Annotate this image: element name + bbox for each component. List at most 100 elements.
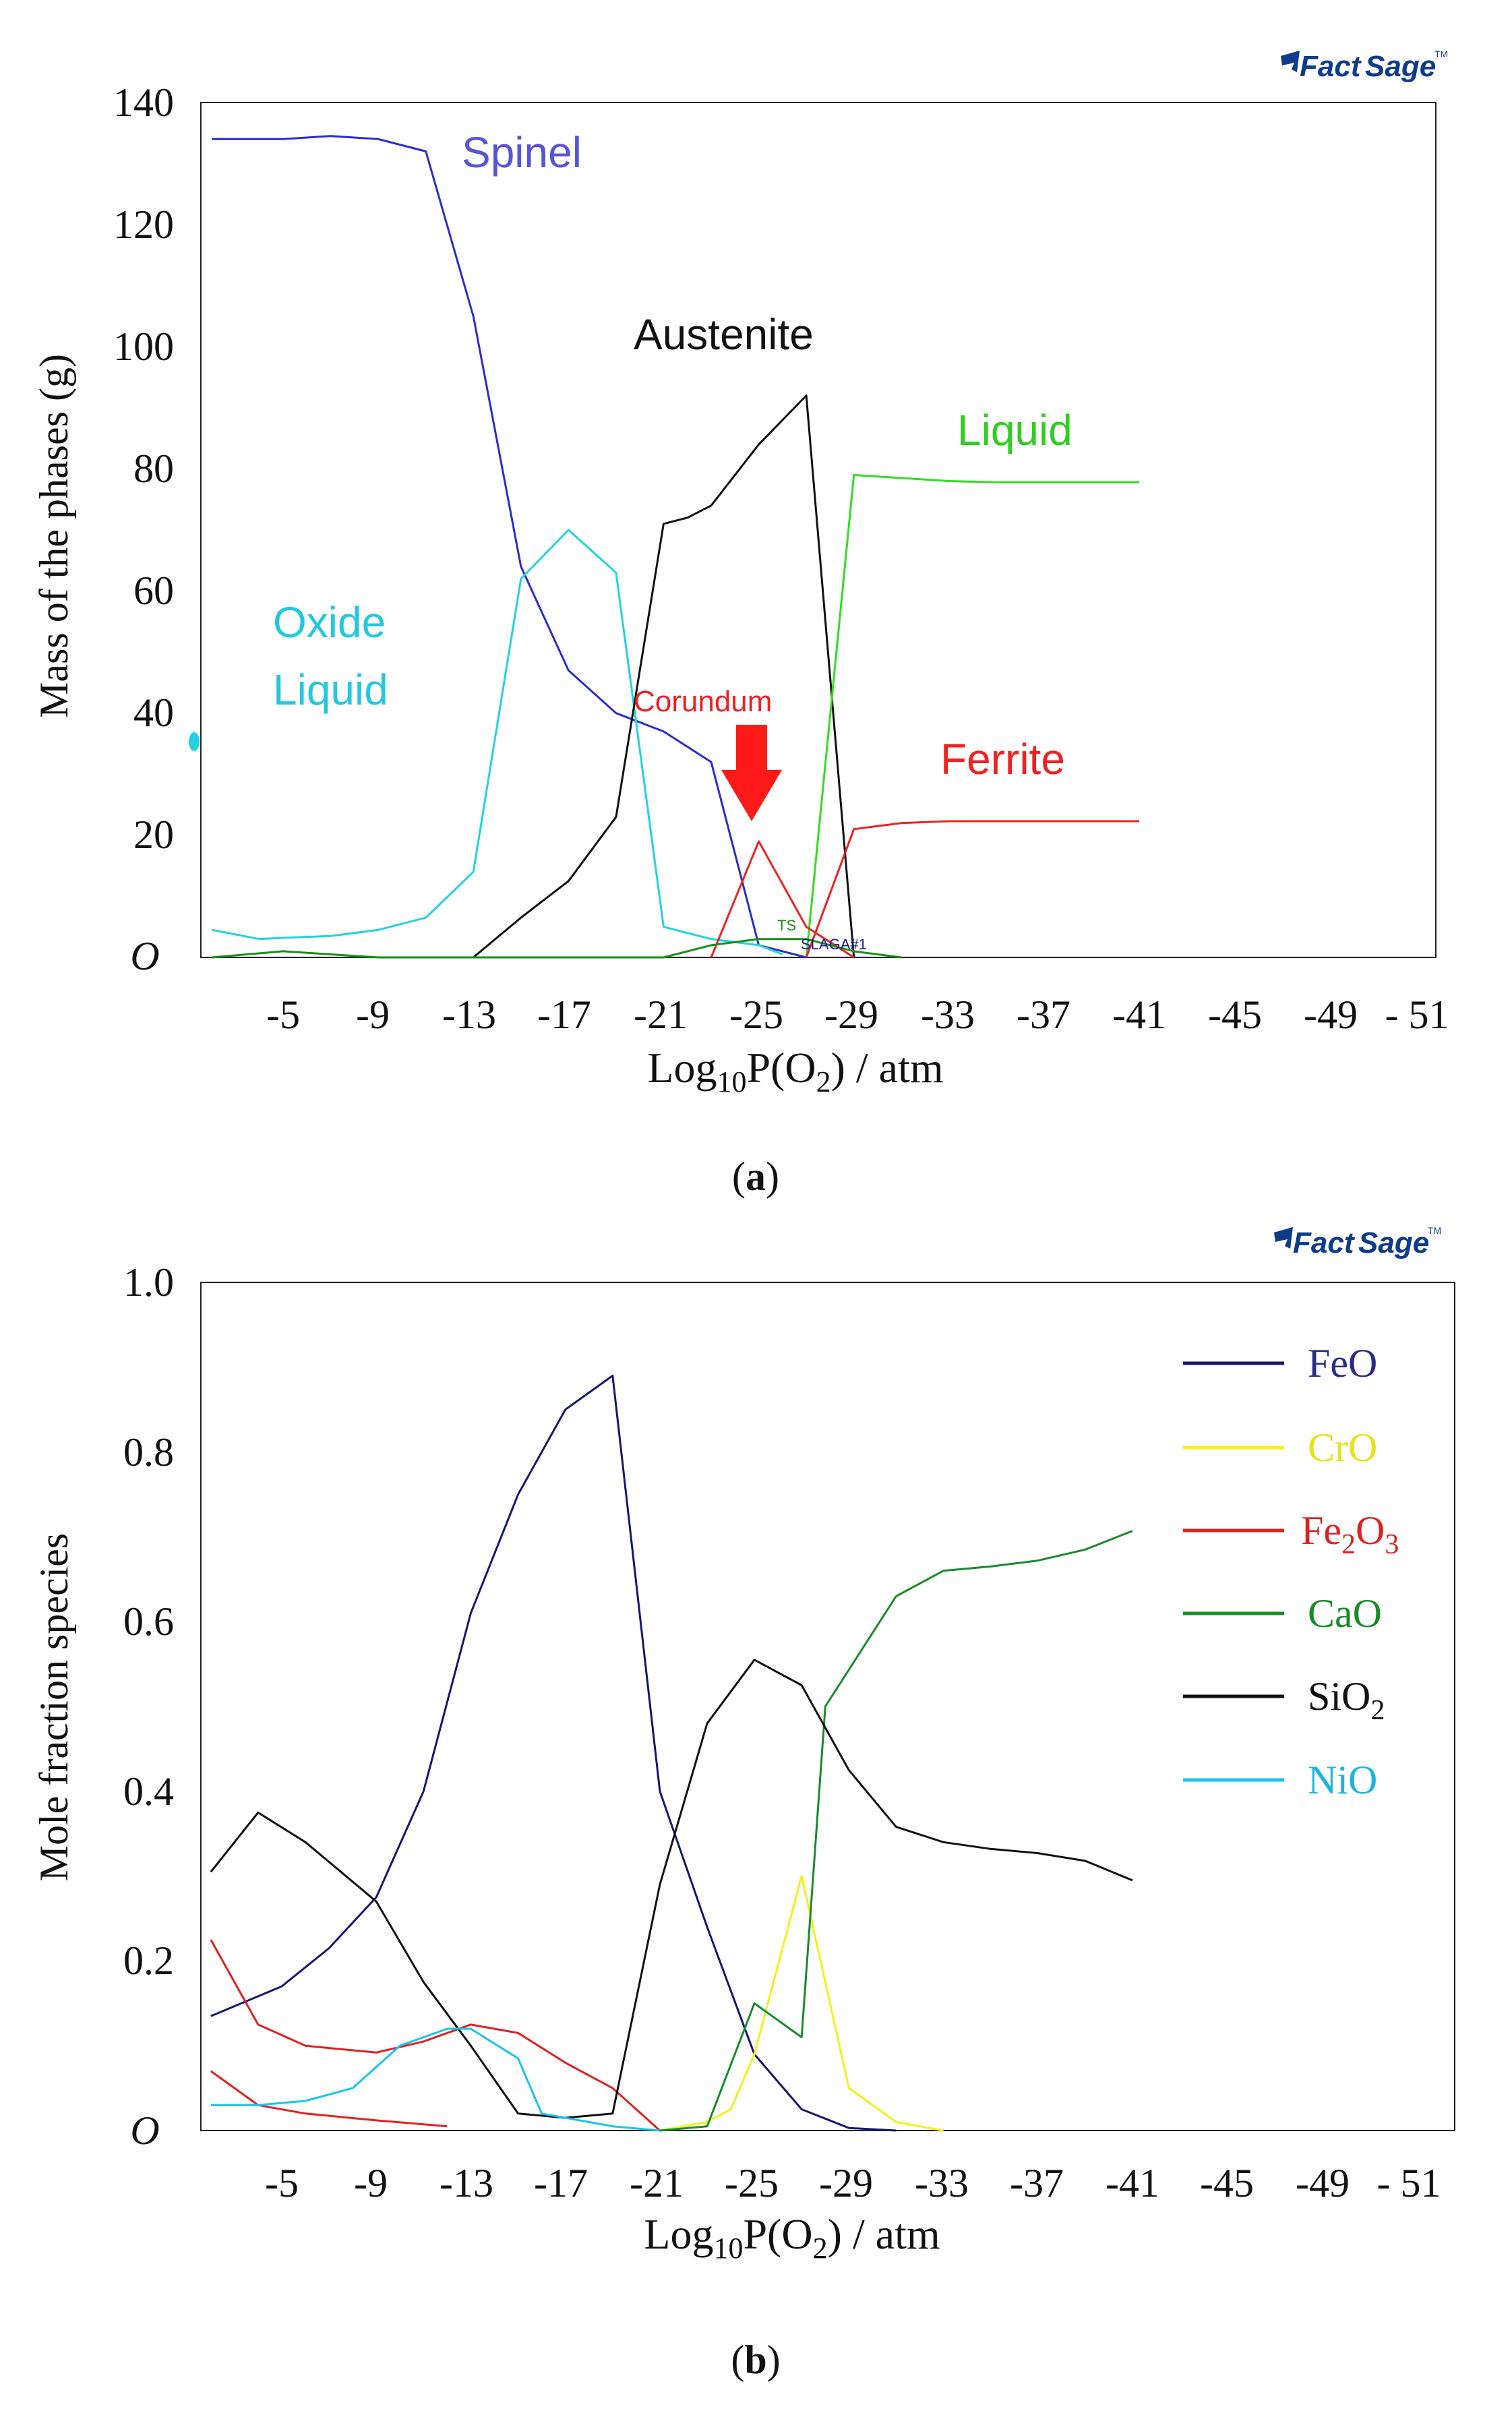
y-tick-label: 60 (133, 568, 174, 613)
x-tick-label: -13 (442, 992, 496, 1037)
legend-label-sio2-sub1: 2 (1370, 1695, 1385, 1726)
legend-label-cro: CrO (1308, 1425, 1377, 1470)
legend-label-cao: CaO (1308, 1591, 1382, 1636)
x-axis-title-sub2: 2 (813, 2232, 828, 2265)
x-tick-label: -25 (725, 2161, 779, 2205)
y-tick-label-zero: O (130, 934, 159, 978)
legend-b: FeO CrO Fe2O3 CaO SiO2 NiO (1183, 1341, 1399, 1802)
plot-frame-a (200, 102, 1437, 958)
x-axis-title-sub: 10 (717, 1065, 746, 1098)
factsage-logo-text-a: Fact (1300, 50, 1362, 83)
x-tick-label: -37 (1010, 2161, 1064, 2205)
legend-label-fe2o3: Fe2O3 (1301, 1508, 1399, 1560)
y-tick-label: 0.8 (123, 1430, 174, 1475)
x-tick-label: - 51 (1377, 2161, 1441, 2205)
x-axis-title-mid: P(O (746, 1044, 816, 1092)
plot-frame-b (200, 1282, 1455, 2131)
x-tick-labels-a: -5 -9 -13 -17 -21 -25 -29 -33 -37 -41 -4… (266, 992, 1449, 1037)
x-tick-label: -17 (537, 992, 591, 1037)
x-tick-label: -5 (266, 992, 300, 1037)
y-tick-label: 0.4 (123, 1769, 174, 1814)
arrow-shaft (736, 725, 767, 772)
factsage-logo-text-b: Sage (1358, 1226, 1429, 1259)
legend-label-nio: NiO (1308, 1758, 1377, 1802)
x-tick-label: -29 (819, 2161, 873, 2205)
series-line-austenite (473, 394, 855, 959)
factsage-logo-tm: TM (1428, 1225, 1441, 1236)
x-tick-label: -41 (1106, 2161, 1159, 2205)
x-tick-label: -13 (440, 2161, 493, 2205)
series-group-a (211, 135, 1139, 959)
factsage-logo-mark-icon (1281, 51, 1300, 72)
y-tick-label: 140 (113, 80, 174, 125)
x-tick-label: -33 (921, 992, 975, 1037)
series-group-b (210, 1374, 1133, 2132)
series-line-cao (659, 1530, 1133, 2132)
series-line-fe2o3-2 (210, 2070, 448, 2128)
series-line-oxide-liquid (211, 529, 783, 955)
annotation-austenite: Austenite (634, 310, 814, 359)
annotation-oxide-liquid: Liquid (273, 665, 388, 714)
x-axis-title-end: ) / atm (828, 2210, 940, 2258)
x-tick-label: -45 (1208, 992, 1262, 1037)
chart-panel-b: Fact Sage TM Mole fraction species 1.0 0… (0, 1207, 1512, 2406)
x-tick-label: -29 (824, 992, 878, 1037)
legend-label-sio2: SiO2 (1308, 1674, 1385, 1726)
arrow-head (721, 770, 782, 821)
y-tick-labels-a: 140 120 100 80 60 40 20 O (113, 80, 174, 978)
factsage-logo-text-b: Sage (1365, 50, 1436, 83)
x-tick-label: -33 (915, 2161, 969, 2205)
factsage-logo-text-a: Fact (1293, 1226, 1356, 1259)
x-tick-label: -9 (354, 2161, 388, 2205)
legend-label-fe2o3-base: Fe (1301, 1508, 1341, 1553)
caption-a-letter: a (746, 1154, 766, 1199)
x-tick-label: -25 (729, 992, 783, 1037)
factsage-logo-tm: TM (1434, 49, 1448, 59)
annotation-liquid: Liquid (957, 406, 1072, 454)
corundum-arrow-icon (721, 725, 782, 821)
series-line-liquid (805, 474, 1139, 958)
series-line-spinel (212, 135, 807, 959)
series-line-sio2 (210, 1659, 1133, 2119)
y-tick-label: 100 (113, 324, 174, 369)
factsage-logo-mark-icon (1274, 1227, 1293, 1249)
annotation-spinel: Spinel (462, 128, 582, 177)
x-axis-title-end: ) / atm (831, 1044, 944, 1092)
factsage-logo-b: Fact Sage TM (1274, 1225, 1441, 1259)
legend-label-feo: FeO (1308, 1341, 1377, 1386)
factsage-logo-a: Fact Sage TM (1281, 49, 1448, 83)
x-tick-label: - 51 (1385, 992, 1449, 1037)
series-line-corundum (710, 840, 855, 959)
annotation-slaga: SLAGA#1 (801, 936, 867, 953)
x-axis-title-sub: 10 (713, 2232, 743, 2265)
x-tick-label: -45 (1200, 2161, 1254, 2205)
x-axis-title-mid: P(O (743, 2210, 812, 2258)
series-line-ts (212, 938, 902, 959)
chart-b-svg: Fact Sage TM Mole fraction species 1.0 0… (32, 1225, 1455, 2382)
chart-a-svg: Fact Sage TM Mass of the phases (g) 140 … (32, 49, 1449, 1199)
caption-a: (a) (732, 1154, 779, 1199)
x-axis-title-sub2: 2 (816, 1065, 831, 1098)
series-line-nio (210, 2027, 661, 2132)
y-tick-label: 20 (133, 812, 174, 857)
x-tick-label: -9 (356, 992, 390, 1037)
y-tick-label: 1.0 (123, 1260, 174, 1305)
x-axis-title-a: Log10P(O2) / atm (647, 1044, 943, 1098)
y-tick-label: 80 (133, 446, 174, 491)
legend-label-fe2o3-sub1: 2 (1341, 1529, 1356, 1560)
y-tick-label: 0.6 (123, 1599, 174, 1644)
annotation-ferrite: Ferrite (940, 735, 1065, 783)
annotation-corundum: Corundum (634, 685, 772, 718)
x-tick-label: -49 (1296, 2161, 1350, 2205)
x-tick-labels-b: -5 -9 -13 -17 -21 -25 -29 -33 -37 -41 -4… (265, 2161, 1441, 2205)
y-tick-label: 120 (113, 202, 174, 247)
legend-label-fe2o3-sub2: 3 (1385, 1529, 1399, 1560)
y-axis-title-b: Mole fraction species (32, 1533, 76, 1881)
annotation-ts: TS (777, 917, 796, 934)
y-axis-title-a: Mass of the phases (g) (32, 354, 76, 718)
annotation-oxide: Oxide (273, 598, 386, 647)
x-tick-label: -37 (1017, 992, 1070, 1037)
x-axis-title-base: Log (644, 2210, 713, 2258)
x-axis-title-b: Log10P(O2) / atm (644, 2210, 940, 2265)
legend-label-sio2-base: SiO (1308, 1674, 1370, 1719)
